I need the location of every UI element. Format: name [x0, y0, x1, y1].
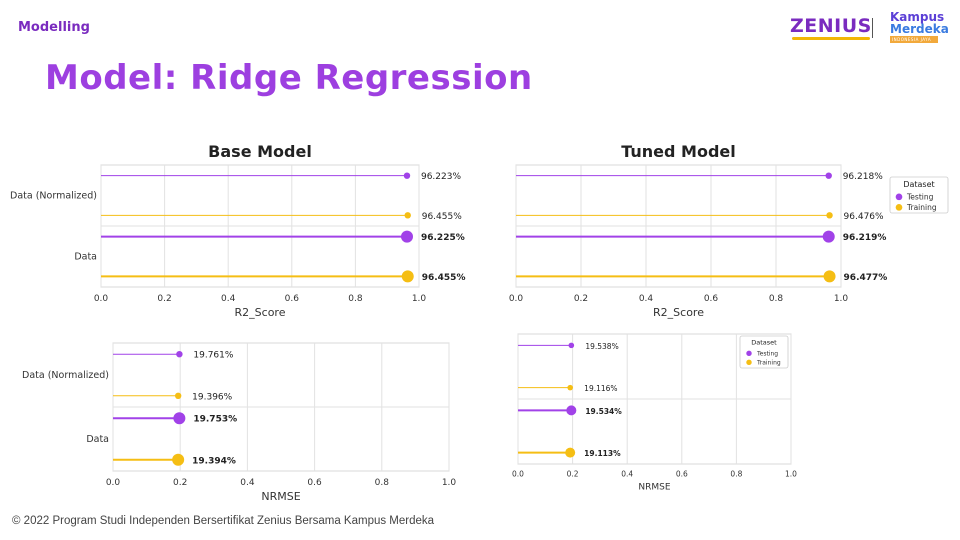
- x-tick-label: 0.6: [307, 478, 322, 488]
- chart-base-nrmse: 0.0 0.2 0.4 0.6 0.8 1.0 NRMSE Data (Normalized)…: [22, 342, 457, 503]
- testing-point: [403, 172, 411, 179]
- testing-point: [400, 230, 413, 243]
- training-point: [172, 453, 185, 466]
- x-tick-label: 0.4: [240, 478, 255, 488]
- testing-point: [173, 412, 186, 425]
- data-label: 96.225%: [421, 233, 465, 243]
- category-label: Data (Normalized): [10, 191, 97, 202]
- km-logo-line2: Merdeka: [890, 22, 949, 36]
- x-tick-label: 0.6: [676, 470, 688, 479]
- data-label: 19.116%: [584, 384, 617, 393]
- x-tick-label: 0.6: [704, 294, 719, 304]
- data-label: 96.455%: [422, 212, 462, 222]
- x-axis-label: NRMSE: [638, 483, 670, 493]
- x-tick-label: 0.4: [639, 294, 654, 304]
- category-label: Data: [74, 252, 97, 263]
- legend-box: [739, 335, 789, 369]
- x-tick-label: 0.0: [106, 478, 121, 488]
- data-label: 96.218%: [843, 172, 883, 182]
- data-label: 19.753%: [193, 415, 237, 425]
- x-tick-label: 1.0: [834, 294, 849, 304]
- km-logo-line1: Kampus: [890, 10, 945, 24]
- x-tick-label: 0.2: [173, 478, 187, 488]
- chart-base-r2: 0.0 0.2 0.4 0.6 0.8 1.0 R2_Score Base Model Data…: [10, 142, 465, 319]
- data-label: 19.396%: [192, 392, 232, 402]
- x-tick-label: 0.8: [769, 294, 784, 304]
- x-tick-label: 0.2: [574, 294, 588, 304]
- x-tick-label: 1.0: [442, 478, 457, 488]
- chart-title: Base Model: [208, 142, 312, 161]
- zenius-logo-underline: [792, 37, 870, 40]
- data-label: 96.223%: [421, 172, 461, 182]
- legend-entry: Training: [756, 360, 781, 367]
- testing-point: [822, 230, 835, 243]
- legend-title: Dataset: [903, 180, 934, 189]
- data-label: 19.534%: [585, 407, 622, 416]
- kampus-merdeka-logo: Kampus Merdeka INDONESIA JAYA: [890, 11, 952, 43]
- category-label: Data (Normalized): [22, 370, 109, 381]
- training-point: [567, 384, 573, 391]
- chart-tuned-nrmse: 0.0 0.2 0.4 0.6 0.8 1.0 NRMSE 19.538% 19.116% 19.…: [512, 333, 797, 493]
- testing-legend-marker: [746, 350, 752, 357]
- chart-title: Tuned Model: [621, 142, 736, 161]
- data-label: 96.455%: [422, 273, 466, 283]
- testing-point: [176, 351, 183, 358]
- training-legend-marker: [895, 204, 903, 211]
- zenius-logo-text: ZENIUS: [790, 15, 872, 37]
- x-axis-label: NRMSE: [261, 490, 300, 503]
- km-logo-line3: INDONESIA JAYA: [890, 36, 938, 43]
- data-label: 19.113%: [584, 449, 621, 458]
- x-tick-label: 0.0: [509, 294, 524, 304]
- zenius-logo: ZENIUS: [790, 15, 872, 40]
- x-tick-label: 0.4: [621, 470, 633, 479]
- testing-point: [568, 342, 575, 349]
- legend-entry: Training: [906, 203, 937, 212]
- legend-entry: Testing: [906, 193, 934, 202]
- training-point: [404, 212, 411, 219]
- legend-title: Dataset: [751, 339, 777, 347]
- x-axis-label: R2_Score: [235, 306, 286, 319]
- training-point: [826, 212, 833, 219]
- chart-tuned-r2: 0.0 0.2 0.4 0.6 0.8 1.0 R2_Score Tuned Model 96.…: [509, 142, 949, 319]
- data-label: 19.761%: [193, 351, 233, 361]
- legend: Dataset Testing Training: [739, 335, 789, 369]
- data-label: 96.477%: [844, 273, 888, 283]
- legend-entry: Testing: [756, 351, 778, 358]
- x-tick-label: 1.0: [412, 294, 427, 304]
- x-tick-label: 0.8: [348, 294, 363, 304]
- x-tick-label: 0.0: [512, 470, 524, 479]
- training-point: [174, 392, 182, 399]
- x-tick-label: 1.0: [785, 470, 797, 479]
- category-label: Data: [86, 434, 109, 445]
- x-tick-label: 0.6: [285, 294, 300, 304]
- data-label: 19.538%: [585, 342, 618, 351]
- testing-point: [566, 405, 577, 416]
- training-point: [823, 270, 836, 283]
- page-title: Model: Ridge Regression: [45, 58, 533, 98]
- testing-point: [825, 172, 832, 179]
- training-point: [401, 270, 414, 283]
- x-tick-label: 0.8: [375, 478, 390, 488]
- data-label: 96.476%: [844, 212, 884, 222]
- legend-box: [889, 176, 949, 214]
- training-legend-marker: [746, 359, 752, 366]
- footer-copyright: © 2022 Program Studi Independen Berserti…: [12, 515, 435, 527]
- logo-divider: [872, 18, 873, 38]
- training-point: [565, 447, 576, 458]
- x-tick-label: 0.2: [567, 470, 579, 479]
- testing-legend-marker: [895, 193, 903, 201]
- data-label: 19.394%: [192, 456, 236, 466]
- section-label: Modelling: [18, 20, 90, 35]
- x-tick-label: 0.0: [94, 294, 109, 304]
- x-tick-label: 0.4: [221, 294, 236, 304]
- x-tick-label: 0.2: [157, 294, 171, 304]
- x-tick-label: 0.8: [730, 470, 742, 479]
- x-axis-label: R2_Score: [653, 306, 704, 319]
- data-label: 96.219%: [843, 233, 887, 243]
